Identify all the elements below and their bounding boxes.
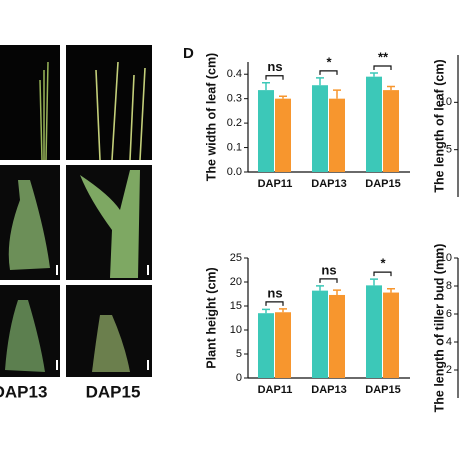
significance: ns <box>321 262 336 277</box>
y-axis-label: Plant height (cm) <box>204 267 218 368</box>
x-tick-label: DAP13 <box>311 178 346 190</box>
bracket <box>265 75 284 80</box>
y-tick-label: 5 <box>446 144 452 156</box>
significance: * <box>380 256 386 271</box>
bar <box>312 290 328 378</box>
significance: ns <box>267 285 282 300</box>
error-bar <box>279 95 287 99</box>
y-tick-label: 4 <box>446 336 452 348</box>
bar <box>383 292 399 378</box>
error-bar <box>316 77 324 86</box>
bracket <box>265 301 284 306</box>
plant-base <box>92 315 130 372</box>
x-tick-label: DAP15 <box>365 178 400 190</box>
bar <box>366 76 382 172</box>
bar <box>383 90 399 172</box>
x-tick-label: DAP13 <box>311 384 346 396</box>
photo <box>0 45 60 160</box>
y-tick-label: 2 <box>446 364 452 376</box>
y-tick-label: 20 <box>230 276 242 288</box>
error-bar <box>262 308 270 314</box>
y-tick-label: 10 <box>440 96 452 108</box>
error-bar <box>333 89 341 99</box>
plant-base <box>5 300 45 372</box>
photos: DAP13 DAP15 <box>0 45 152 401</box>
scale-bar <box>56 265 149 370</box>
plant-base <box>80 170 140 278</box>
bar <box>275 312 291 378</box>
photo <box>66 45 152 160</box>
y-tick-label: 8 <box>446 280 452 292</box>
y-axis-label: The length of tiller bud (mm) <box>432 244 446 413</box>
bar <box>275 98 291 172</box>
x-tick-label: DAP11 <box>258 384 293 396</box>
significance: ** <box>378 49 389 64</box>
y-axis-label: The length of leaf (cm) <box>432 59 446 192</box>
y-tick-label: 0 <box>236 372 242 384</box>
bar <box>329 98 345 172</box>
photo-label: DAP13 <box>0 382 47 401</box>
bar <box>258 90 274 172</box>
y-tick-label: 0.2 <box>227 117 242 129</box>
bracket <box>319 278 338 283</box>
panel-label: D <box>183 45 194 62</box>
bracket <box>373 271 392 277</box>
y-tick-label: 0.1 <box>227 141 242 153</box>
bar <box>329 294 345 378</box>
plant <box>39 61 49 161</box>
significance: * <box>326 54 332 69</box>
y-tick-label: 6 <box>446 308 452 320</box>
y-tick-label: 15 <box>230 300 242 312</box>
y-tick-label: 10 <box>440 252 452 264</box>
plant <box>95 61 146 161</box>
bar <box>258 313 274 378</box>
error-bar <box>316 285 324 291</box>
bar <box>366 285 382 378</box>
bracket <box>373 65 392 70</box>
y-tick-label: 10 <box>230 324 242 336</box>
error-bar <box>279 308 287 313</box>
photo-label: DAP15 <box>86 382 141 401</box>
y-tick-label: 0.4 <box>227 68 242 80</box>
error-bar <box>262 82 270 91</box>
y-tick-label: 0.0 <box>227 166 242 178</box>
y-tick-label: 0.3 <box>227 93 242 105</box>
bracket <box>319 70 338 75</box>
error-bar <box>370 278 378 286</box>
y-axis-label: The width of leaf (cm) <box>204 53 218 181</box>
y-tick-label: 25 <box>230 252 242 264</box>
error-bar <box>387 287 395 293</box>
significance: ns <box>267 59 282 74</box>
error-bar <box>370 72 378 77</box>
error-bar <box>333 289 341 295</box>
error-bar <box>387 85 395 91</box>
bar <box>312 85 328 172</box>
x-tick-label: DAP11 <box>258 178 293 190</box>
x-tick-label: DAP15 <box>365 384 400 396</box>
plant-base <box>8 180 50 270</box>
y-tick-label: 5 <box>236 348 242 360</box>
